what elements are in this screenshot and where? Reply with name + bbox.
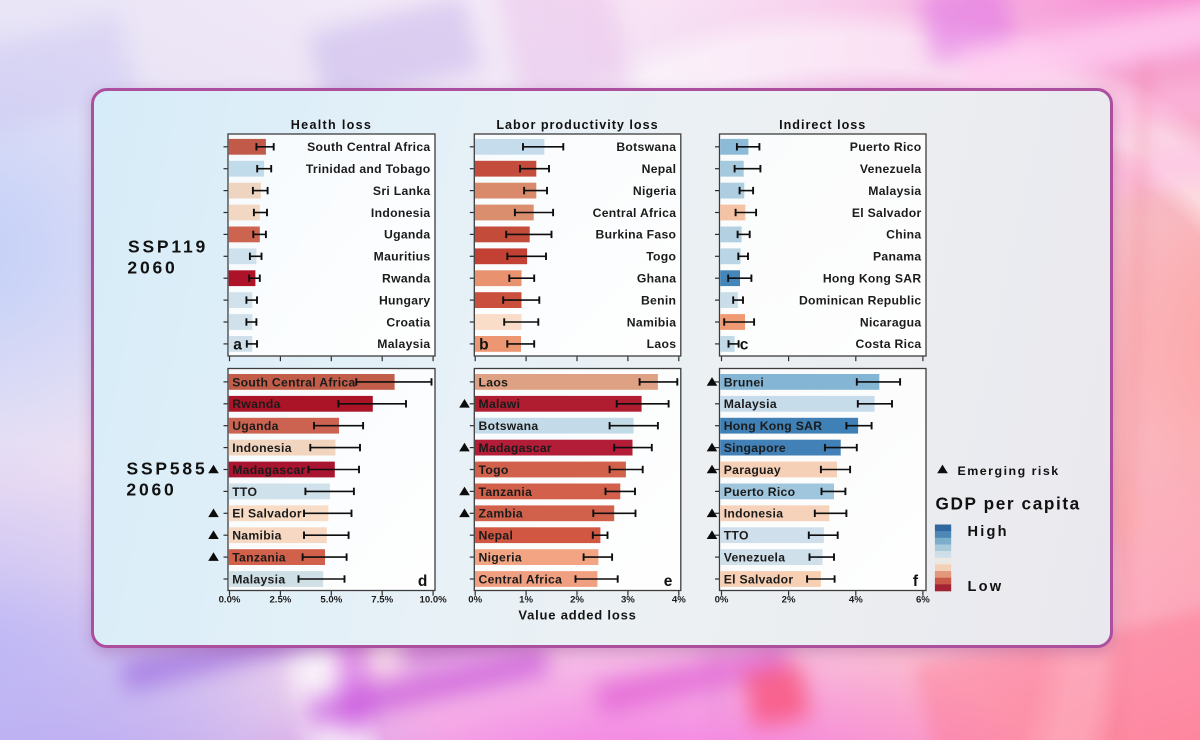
svg-text:High: High xyxy=(968,524,1009,540)
svg-text:a: a xyxy=(233,336,242,353)
svg-text:Uganda: Uganda xyxy=(232,419,279,433)
svg-text:Emerging risk: Emerging risk xyxy=(958,464,1060,478)
svg-text:f: f xyxy=(913,573,919,590)
svg-text:Singapore: Singapore xyxy=(724,441,786,455)
svg-text:Nigeria: Nigeria xyxy=(633,184,676,198)
svg-text:Low: Low xyxy=(968,579,1004,595)
svg-text:SSP585: SSP585 xyxy=(126,458,207,478)
svg-text:0%: 0% xyxy=(715,595,729,606)
svg-text:Rwanda: Rwanda xyxy=(382,272,431,286)
svg-text:El Salvador: El Salvador xyxy=(724,572,794,586)
svg-text:d: d xyxy=(418,573,427,590)
svg-text:Labor productivity loss: Labor productivity loss xyxy=(496,118,658,132)
svg-text:South Central Africa: South Central Africa xyxy=(307,140,430,154)
svg-text:Burkina Faso: Burkina Faso xyxy=(595,228,676,242)
svg-text:Madagascar: Madagascar xyxy=(232,463,305,477)
svg-text:Venezuela: Venezuela xyxy=(860,162,922,176)
svg-text:5.0%: 5.0% xyxy=(320,595,342,606)
svg-text:Hungary: Hungary xyxy=(379,293,431,307)
svg-text:2%: 2% xyxy=(782,595,796,606)
svg-text:0%: 0% xyxy=(468,595,482,606)
svg-text:Sri Lanka: Sri Lanka xyxy=(373,184,431,198)
svg-text:Trinidad and Tobago: Trinidad and Tobago xyxy=(306,162,431,176)
svg-text:Indonesia: Indonesia xyxy=(724,507,784,521)
svg-text:SSP119: SSP119 xyxy=(128,236,208,256)
svg-text:Central Africa: Central Africa xyxy=(593,206,677,220)
svg-text:c: c xyxy=(740,336,749,353)
svg-text:Value added loss: Value added loss xyxy=(518,608,636,623)
svg-text:Indonesia: Indonesia xyxy=(232,441,292,455)
svg-text:El Salvador: El Salvador xyxy=(232,507,302,521)
svg-text:Tanzania: Tanzania xyxy=(232,551,286,565)
svg-text:2060: 2060 xyxy=(126,480,176,500)
svg-text:e: e xyxy=(664,573,673,590)
svg-text:TTO: TTO xyxy=(724,529,749,543)
svg-text:b: b xyxy=(479,336,488,353)
svg-text:Malaysia: Malaysia xyxy=(724,397,777,411)
svg-text:7.5%: 7.5% xyxy=(371,595,393,606)
svg-text:TTO: TTO xyxy=(232,485,257,499)
svg-text:Indirect loss: Indirect loss xyxy=(779,118,866,132)
svg-text:Hong Kong SAR: Hong Kong SAR xyxy=(724,419,823,433)
svg-text:South Central Africa: South Central Africa xyxy=(232,375,355,389)
svg-text:Puerto Rico: Puerto Rico xyxy=(850,140,922,154)
svg-text:Venezuela: Venezuela xyxy=(724,551,786,565)
svg-text:GDP per capita: GDP per capita xyxy=(936,494,1081,514)
svg-text:2%: 2% xyxy=(570,595,584,606)
svg-text:Malaysia: Malaysia xyxy=(377,337,430,351)
svg-text:Ghana: Ghana xyxy=(637,272,676,286)
svg-text:Namibia: Namibia xyxy=(627,315,677,329)
svg-text:0.0%: 0.0% xyxy=(219,595,241,606)
svg-text:Tanzania: Tanzania xyxy=(479,485,533,499)
svg-text:Dominican Republic: Dominican Republic xyxy=(799,293,922,307)
svg-text:Uganda: Uganda xyxy=(384,228,431,242)
svg-text:Malaysia: Malaysia xyxy=(868,184,921,198)
svg-text:China: China xyxy=(886,228,921,242)
svg-text:Croatia: Croatia xyxy=(386,315,430,329)
svg-text:4%: 4% xyxy=(672,595,686,606)
svg-text:Togo: Togo xyxy=(479,463,509,477)
svg-text:1%: 1% xyxy=(519,595,533,606)
svg-text:Nepal: Nepal xyxy=(642,162,677,176)
svg-text:Benin: Benin xyxy=(641,293,676,307)
svg-text:Nepal: Nepal xyxy=(479,529,514,543)
svg-text:2.5%: 2.5% xyxy=(269,595,291,606)
svg-text:Malawi: Malawi xyxy=(479,397,521,411)
svg-text:Laos: Laos xyxy=(479,375,509,389)
svg-text:Laos: Laos xyxy=(647,337,677,351)
svg-text:6%: 6% xyxy=(916,595,930,606)
svg-text:Costa Rica: Costa Rica xyxy=(856,337,922,351)
svg-text:3%: 3% xyxy=(621,595,635,606)
svg-text:Togo: Togo xyxy=(646,250,676,264)
svg-text:El Salvador: El Salvador xyxy=(852,206,922,220)
svg-text:Nicaragua: Nicaragua xyxy=(860,315,922,329)
svg-text:Rwanda: Rwanda xyxy=(232,397,281,411)
svg-text:Mauritius: Mauritius xyxy=(374,250,431,264)
svg-text:Puerto Rico: Puerto Rico xyxy=(724,485,796,499)
svg-text:Nigeria: Nigeria xyxy=(479,551,522,565)
svg-text:Paraguay: Paraguay xyxy=(724,463,781,477)
svg-text:Panama: Panama xyxy=(873,250,922,264)
svg-text:Indonesia: Indonesia xyxy=(371,206,431,220)
svg-text:Madagascar: Madagascar xyxy=(479,441,552,455)
svg-text:Botswana: Botswana xyxy=(479,419,539,433)
svg-text:Health loss: Health loss xyxy=(291,118,373,132)
svg-text:Botswana: Botswana xyxy=(616,140,676,154)
svg-text:Hong Kong SAR: Hong Kong SAR xyxy=(823,272,922,286)
svg-text:Malaysia: Malaysia xyxy=(232,572,285,586)
svg-text:2060: 2060 xyxy=(127,258,177,278)
svg-text:10.0%: 10.0% xyxy=(419,595,447,606)
svg-text:4%: 4% xyxy=(849,595,863,606)
svg-text:Zambia: Zambia xyxy=(479,507,523,521)
svg-text:Brunei: Brunei xyxy=(724,375,764,389)
svg-text:Central Africa: Central Africa xyxy=(479,572,563,586)
svg-text:Namibia: Namibia xyxy=(232,529,282,543)
